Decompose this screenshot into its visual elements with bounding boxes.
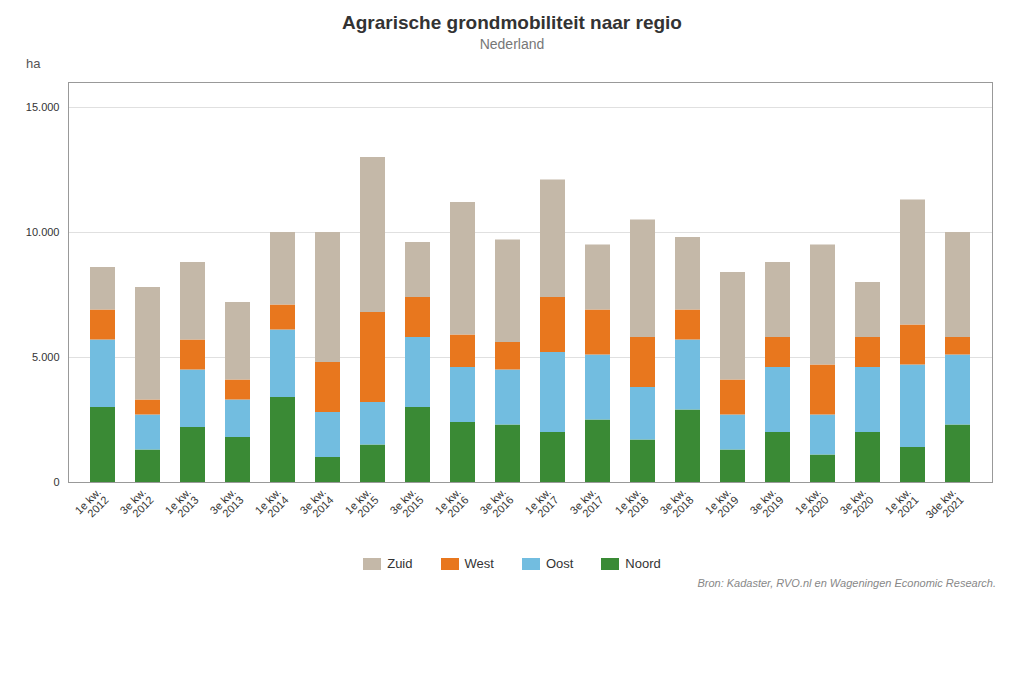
svg-text:3e kw.2020: 3e kw.2020 (837, 486, 875, 524)
svg-text:0: 0 (53, 476, 59, 488)
svg-text:1e kw.2015: 1e kw.2015 (342, 486, 380, 524)
svg-text:1e kw.2021: 1e kw.2021 (882, 486, 920, 524)
svg-text:3e kw.2014: 3e kw.2014 (297, 486, 335, 524)
svg-text:3de kw.2021: 3de kw.2021 (923, 486, 966, 529)
svg-text:3e kw.2018: 3e kw.2018 (657, 486, 695, 524)
svg-text:15.000: 15.000 (26, 101, 60, 113)
html-text:ha: ha (26, 56, 41, 71)
html-text:Bron: Kadaster, RVO.nl en Wage: Bron: Kadaster, RVO.nl en Wageningen Eco… (697, 577, 996, 589)
html-text:Nederland: Nederland (479, 36, 545, 52)
svg-text:1e kw.2017: 1e kw.2017 (522, 486, 560, 524)
svg-text:3e kw.2016: 3e kw.2016 (477, 486, 515, 524)
svg-text:5.000: 5.000 (32, 351, 60, 363)
svg-text:3e kw.2013: 3e kw.2013 (207, 486, 245, 524)
svg-text:1e kw.2018: 1e kw.2018 (612, 486, 650, 524)
svg-text:3e kw.2019: 3e kw.2019 (747, 486, 785, 524)
svg-text:1e kw.2012: 1e kw.2012 (72, 486, 110, 524)
svg-text:1e kw.2014: 1e kw.2014 (252, 486, 290, 524)
html-text:Oost: Oost (545, 556, 574, 571)
svg-text:3e kw.2017: 3e kw.2017 (567, 486, 605, 524)
svg-text:1e kw.2020: 1e kw.2020 (792, 486, 830, 524)
html-text:West: West (464, 556, 494, 571)
html-text:Agrarische grondmobiliteit naa: Agrarische grondmobiliteit naar regio (342, 12, 682, 33)
svg-text:1e kw.2013: 1e kw.2013 (162, 486, 200, 524)
svg-text:10.000: 10.000 (26, 226, 60, 238)
svg-text:3e kw.2012: 3e kw.2012 (117, 486, 155, 524)
html-text:Noord: Noord (625, 556, 661, 571)
svg-text:1e kw.2019: 1e kw.2019 (702, 486, 740, 524)
html-text:Zuid: Zuid (387, 556, 413, 571)
svg-text:1e kw.2016: 1e kw.2016 (432, 486, 470, 524)
svg-text:3e kw.2015: 3e kw.2015 (387, 486, 425, 524)
